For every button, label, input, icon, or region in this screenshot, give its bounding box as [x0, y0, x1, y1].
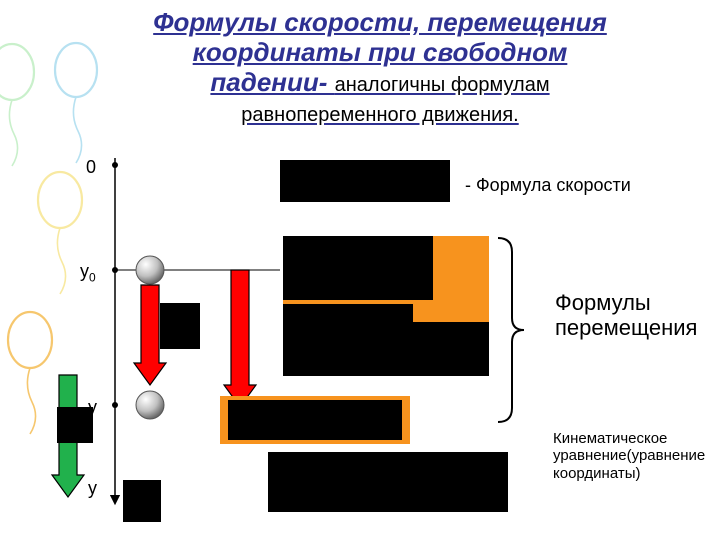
- formula-disp1: [283, 236, 433, 300]
- tick-y: [112, 402, 118, 408]
- ball-bottom: [136, 391, 164, 419]
- caption-kinematic: Кинематическое уравнение(уравнение коорд…: [553, 430, 718, 482]
- arrow-s: [224, 270, 256, 407]
- formula-kinematic: [268, 452, 508, 512]
- axis-label-y0-sub: 0: [89, 271, 96, 285]
- tick-y0: [112, 267, 118, 273]
- caption-displacement: Формулы перемещения: [555, 290, 705, 341]
- caption-velocity: - Формула скорости: [465, 175, 631, 196]
- axis-label-y-end: y: [88, 478, 97, 499]
- axis-label-y0-letter: у: [80, 261, 89, 281]
- label-v0-box: [160, 303, 200, 349]
- tick-0: [112, 162, 118, 168]
- axis-label-y0: у0: [80, 261, 96, 285]
- formula-disp3: [228, 400, 402, 440]
- formula-velocity: [280, 160, 450, 202]
- formula-disp2: [283, 304, 413, 376]
- ball-top: [136, 256, 164, 284]
- formula-disp2b: [413, 322, 489, 376]
- axis-label-y: y: [88, 397, 97, 418]
- label-v-box: [123, 480, 161, 522]
- axis-label-0: 0: [86, 157, 96, 178]
- brace: [498, 238, 524, 422]
